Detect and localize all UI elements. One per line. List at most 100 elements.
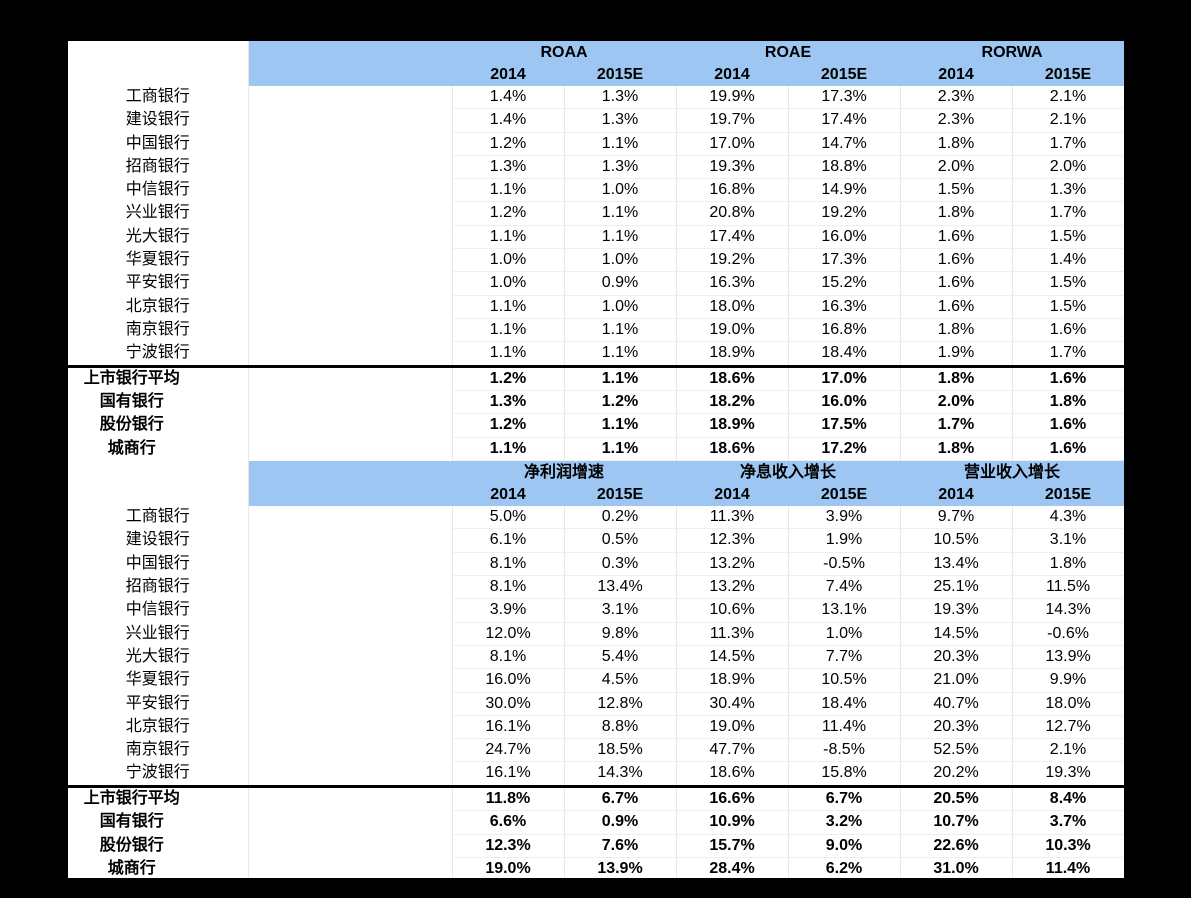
table-row: 南京银行 1.1% 1.1% 19.0% 16.8% 1.8% 1.6% bbox=[68, 318, 1124, 343]
value-cell: 19.9% bbox=[675, 86, 789, 110]
row-label: 中国银行 bbox=[125, 134, 190, 152]
value-cell: 13.4% bbox=[563, 575, 677, 600]
table-row: 平安银行 1.0% 0.9% 16.3% 15.2% 1.6% 1.5% bbox=[68, 271, 1124, 296]
value-cell: 19.0% bbox=[451, 857, 564, 878]
value-cell: 30.0% bbox=[451, 692, 564, 716]
year-header: 2014 bbox=[676, 484, 789, 507]
empty-corner-cell bbox=[68, 461, 248, 485]
value-cell: 1.0% bbox=[563, 178, 677, 203]
value-cell: 8.1% bbox=[451, 645, 564, 670]
value-cell: 1.2% bbox=[563, 390, 677, 415]
value-cell: 12.3% bbox=[675, 528, 789, 553]
value-cell: 11.3% bbox=[675, 622, 789, 646]
value-cell: 10.3% bbox=[1011, 834, 1124, 858]
spacer-cell bbox=[247, 857, 452, 878]
table-row: 工商银行 5.0% 0.2% 11.3% 3.9% 9.7% 4.3% bbox=[68, 506, 1124, 530]
value-cell: 1.7% bbox=[899, 413, 1013, 438]
table-row: 中国银行 8.1% 0.3% 13.2% -0.5% 13.4% 1.8% bbox=[68, 552, 1124, 577]
value-cell: 20.3% bbox=[899, 645, 1013, 670]
section1-header: ROAA ROAE RORWA 2014 2015E 2014 2015E 20… bbox=[68, 41, 1124, 86]
value-cell: 1.2% bbox=[451, 201, 564, 226]
value-cell: 1.8% bbox=[1011, 552, 1124, 577]
value-cell: 18.0% bbox=[1011, 692, 1124, 716]
value-cell: 1.0% bbox=[563, 295, 677, 319]
table-row: 城商行 19.0% 13.9% 28.4% 6.2% 31.0% 11.4% bbox=[68, 857, 1124, 878]
spacer-cell bbox=[247, 318, 452, 342]
value-cell: 1.8% bbox=[899, 437, 1013, 462]
table-row: 国有银行 1.3% 1.2% 18.2% 16.0% 2.0% 1.8% bbox=[68, 390, 1124, 415]
value-cell: 5.0% bbox=[451, 506, 564, 530]
value-cell: 16.6% bbox=[675, 784, 789, 812]
spacer-cell bbox=[247, 271, 452, 296]
year-header: 2015E bbox=[788, 484, 901, 507]
value-cell: 20.5% bbox=[899, 784, 1013, 812]
spacer-cell bbox=[247, 761, 452, 787]
column-group-net-profit-growth: 净利润增速 bbox=[452, 460, 677, 485]
empty-corner-cell bbox=[68, 41, 248, 64]
value-cell: 1.3% bbox=[563, 86, 677, 110]
value-cell: 6.1% bbox=[451, 528, 564, 553]
value-cell: 15.7% bbox=[675, 834, 789, 858]
spacer-cell bbox=[247, 413, 452, 438]
value-cell: 1.4% bbox=[451, 108, 564, 133]
value-cell: 1.0% bbox=[451, 248, 564, 273]
value-cell: 1.0% bbox=[563, 248, 677, 273]
value-cell: -8.5% bbox=[787, 738, 901, 763]
value-cell: 16.1% bbox=[451, 715, 564, 740]
row-label: 股份银行 bbox=[99, 416, 164, 434]
value-cell: 6.7% bbox=[787, 784, 901, 812]
value-cell: 17.5% bbox=[787, 413, 901, 438]
spacer-cell bbox=[247, 575, 452, 599]
value-cell: 1.1% bbox=[451, 178, 564, 203]
value-cell: 1.6% bbox=[1011, 318, 1124, 343]
spacer-cell bbox=[247, 645, 452, 669]
value-cell: 10.9% bbox=[675, 810, 789, 835]
value-cell: 13.2% bbox=[675, 575, 789, 600]
value-cell: 10.5% bbox=[787, 668, 901, 693]
value-cell: 30.4% bbox=[675, 692, 789, 716]
value-cell: 2.0% bbox=[899, 390, 1013, 415]
value-cell: 1.8% bbox=[899, 364, 1013, 391]
value-cell: 1.3% bbox=[451, 155, 564, 180]
value-cell: 1.9% bbox=[899, 341, 1013, 367]
spacer-cell bbox=[247, 810, 452, 835]
spacer-cell bbox=[247, 622, 452, 646]
value-cell: 9.0% bbox=[787, 834, 901, 858]
spacer-cell bbox=[247, 552, 452, 576]
row-label: 城商行 bbox=[107, 859, 156, 877]
section2-summary-rows: 上市银行平均 11.8% 6.7% 16.6% 6.7% 20.5% 8.4% 国有银行 6.6… bbox=[68, 784, 1124, 878]
spacer-cell bbox=[247, 598, 452, 623]
value-cell: 3.7% bbox=[1011, 810, 1124, 835]
table-row: 光大银行 8.1% 5.4% 14.5% 7.7% 20.3% 13.9% bbox=[68, 645, 1124, 670]
value-cell: 1.3% bbox=[1011, 178, 1124, 203]
value-cell: 20.8% bbox=[675, 201, 789, 226]
spacer-cell bbox=[247, 528, 452, 553]
value-cell: 16.8% bbox=[787, 318, 901, 343]
table-row: 华夏银行 16.0% 4.5% 18.9% 10.5% 21.0% 9.9% bbox=[68, 668, 1124, 693]
value-cell: 2.1% bbox=[1011, 108, 1124, 133]
value-cell: 1.0% bbox=[451, 271, 564, 296]
empty-corner-cell bbox=[68, 64, 248, 86]
spacer-cell bbox=[247, 108, 452, 133]
value-cell: 1.2% bbox=[451, 413, 564, 438]
value-cell: 1.1% bbox=[563, 341, 677, 367]
value-cell: 21.0% bbox=[899, 668, 1013, 693]
value-cell: 14.7% bbox=[787, 132, 901, 156]
value-cell: 19.2% bbox=[675, 248, 789, 273]
value-cell: 18.0% bbox=[675, 295, 789, 319]
column-group-rorwa: RORWA bbox=[900, 41, 1124, 64]
spacer-header-cell bbox=[247, 460, 452, 485]
value-cell: 9.8% bbox=[563, 622, 677, 646]
table-row: 兴业银行 1.2% 1.1% 20.8% 19.2% 1.8% 1.7% bbox=[68, 201, 1124, 226]
value-cell: 1.8% bbox=[899, 201, 1013, 226]
table-row: 光大银行 1.1% 1.1% 17.4% 16.0% 1.6% 1.5% bbox=[68, 225, 1124, 250]
table-row: 招商银行 8.1% 13.4% 13.2% 7.4% 25.1% 11.5% bbox=[68, 575, 1124, 600]
value-cell: 1.1% bbox=[563, 201, 677, 226]
table-row: 北京银行 16.1% 8.8% 19.0% 11.4% 20.3% 12.7% bbox=[68, 715, 1124, 740]
value-cell: 2.3% bbox=[899, 108, 1013, 133]
table-row: 城商行 1.1% 1.1% 18.6% 17.2% 1.8% 1.6% bbox=[68, 437, 1124, 462]
value-cell: 4.3% bbox=[1011, 506, 1124, 530]
value-cell: 12.7% bbox=[1011, 715, 1124, 740]
value-cell: 8.8% bbox=[563, 715, 677, 740]
value-cell: 1.1% bbox=[451, 225, 564, 250]
